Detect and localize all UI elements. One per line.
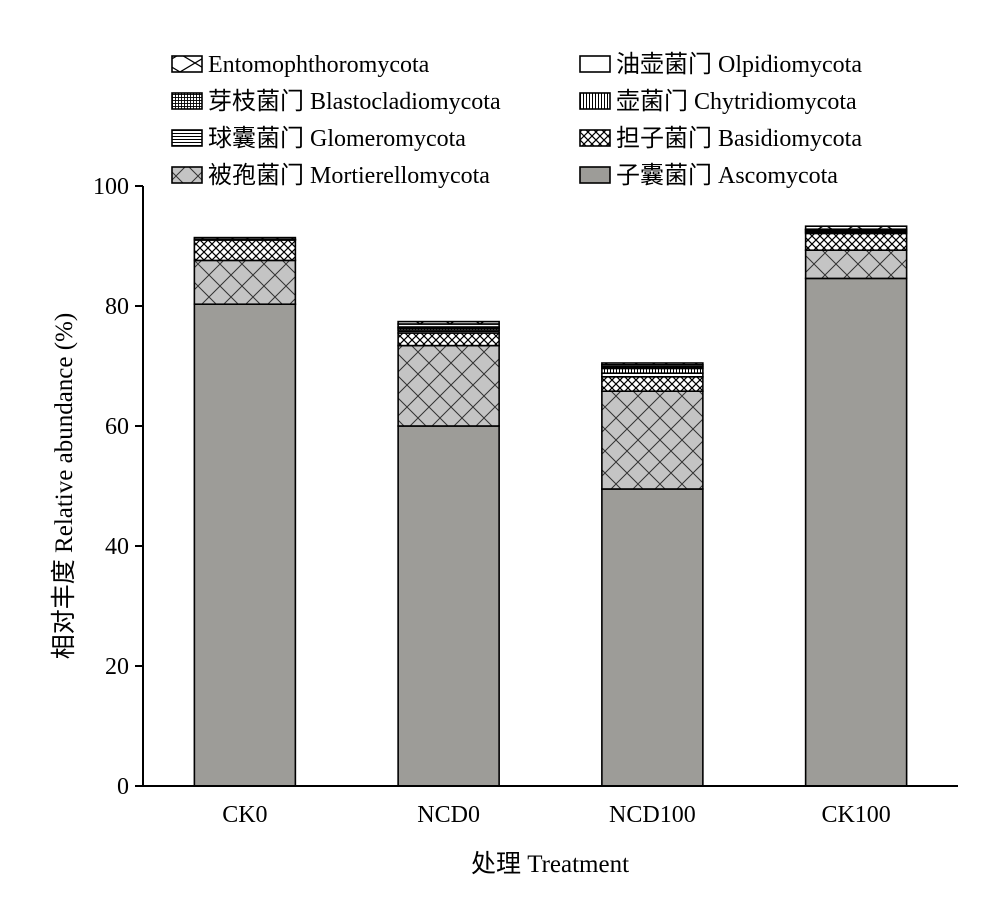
bar-ncd100-entomophthoromycota: [601, 362, 704, 366]
bar-ncd0-mortierellomycota: [397, 344, 500, 427]
y-tick-label: 80: [105, 294, 129, 320]
bar-ck100-basidiomycota: [804, 232, 908, 251]
legend-swatch: [171, 166, 203, 184]
x-tick-label: NCD100: [609, 802, 696, 828]
bar-ck100-ascomycota: [804, 277, 908, 787]
legend-swatch: [171, 92, 203, 110]
bar-ck100-mortierellomycota: [804, 249, 908, 280]
bar-ncd100-basidiomycota: [601, 375, 704, 392]
legend: Entomophthoromycota 芽枝菌门 Blastocladiomyco…: [171, 51, 862, 189]
bar-ncd100-mortierellomycota: [601, 390, 704, 490]
legend-label: 芽枝菌门 Blastocladiomycota: [208, 88, 501, 115]
legend-swatch: [579, 166, 611, 184]
y-tick-label: 100: [93, 174, 129, 200]
bar-ck0-basidiomycota: [193, 239, 297, 262]
bar-ncd100-ascomycota: [601, 488, 704, 787]
x-tick-labels: CK0 NCD0 NCD100 CK100: [222, 802, 891, 828]
legend-label: 球囊菌门 Glomeromycota: [208, 125, 466, 152]
legend-swatch: [171, 55, 203, 73]
y-tick-label: 0: [117, 774, 129, 800]
legend-swatch: [579, 55, 611, 73]
x-tick-label: NCD0: [417, 802, 480, 828]
legend-label: 担子菌门 Basidiomycota: [616, 125, 862, 152]
legend-swatch: [579, 92, 611, 110]
legend-swatch: [579, 129, 611, 147]
legend-label: 油壶菌门 Olpidiomycota: [616, 51, 862, 78]
x-axis-title: 处理 Treatment: [471, 850, 629, 878]
bar-ck0-entomophthoromycota: [193, 236, 297, 241]
legend-swatch: [171, 129, 203, 147]
bars-layer: [193, 225, 908, 787]
y-tick-label: 20: [105, 654, 129, 680]
y-ticks: 0 20 40 60 80 100: [93, 174, 143, 800]
bar-ck100-entomophthoromycota: [804, 225, 908, 230]
bar-ncd0-entomophthoromycota: [397, 320, 500, 325]
y-tick-label: 40: [105, 534, 129, 560]
bar-ncd0-basidiomycota: [397, 332, 500, 347]
legend-label: 壶菌门 Chytridiomycota: [616, 88, 857, 115]
y-axis-title: 相对丰度 Relative abundance (%): [50, 313, 78, 659]
x-tick-label: CK100: [821, 802, 890, 828]
axes: [142, 186, 958, 787]
legend-label: Entomophthoromycota: [208, 52, 430, 78]
x-tick-label: CK0: [222, 802, 267, 828]
y-tick-label: 60: [105, 414, 129, 440]
bar-ck0-ascomycota: [193, 303, 297, 787]
bar-ncd0-ascomycota: [397, 425, 500, 787]
bar-ck0-mortierellomycota: [193, 259, 297, 305]
legend-label: 被孢菌门 Mortierellomycota: [208, 162, 490, 189]
legend-label: 子囊菌门 Ascomycota: [616, 162, 838, 189]
